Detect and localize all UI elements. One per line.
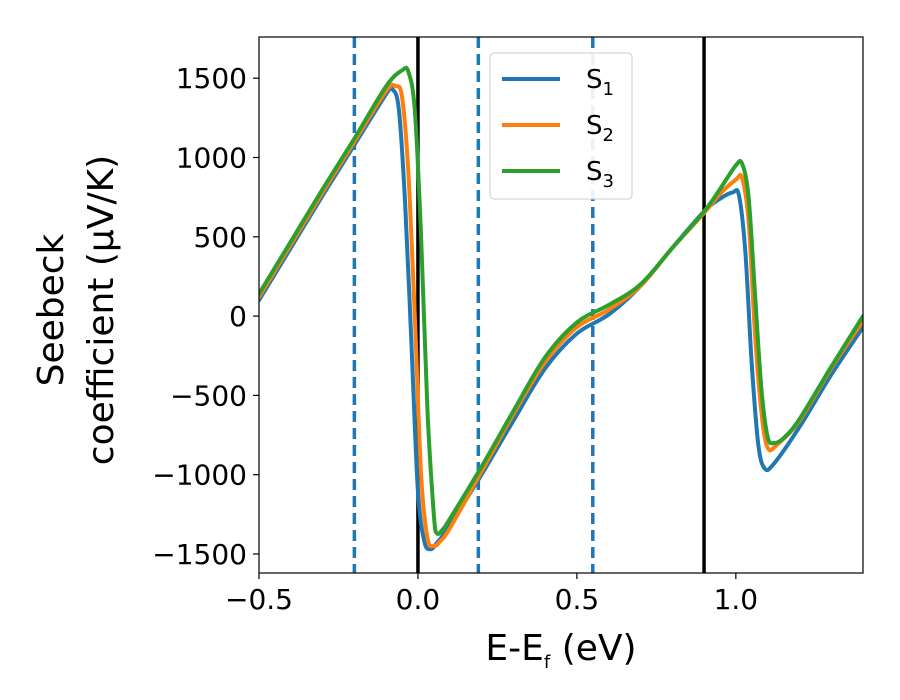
legend: S1 S2 S3 [489, 52, 633, 200]
series-line-s2 [259, 82, 863, 549]
x-tick-label: −0.5 [225, 583, 293, 616]
series-line-s3 [259, 65, 863, 536]
legend-box [489, 52, 633, 200]
plot-content [259, 37, 863, 573]
x-tick-label: 0.0 [396, 583, 441, 616]
plot-frame [258, 36, 864, 574]
y-axis-label: Seebeck coefficient (μV/K) [31, 155, 122, 465]
legend-label-s1: S1 [586, 65, 614, 100]
y-tick-label: 1000 [176, 142, 247, 175]
y-tick-label: 500 [194, 221, 247, 254]
x-tick-label: 0.5 [555, 583, 600, 616]
plot-area [259, 37, 863, 573]
y-axis-label-line2: coefficient (μV/K) [81, 155, 122, 465]
y-tick-label: −1000 [152, 459, 247, 492]
y-tick-label: −500 [170, 379, 247, 412]
x-axis-label: E-Ef (eV) [485, 628, 636, 673]
axis-ticks: −0.5 0.0 0.5 1.0 −1500 −1000 −500 0 500 1000 1500 [152, 62, 758, 616]
y-tick-label: −1500 [152, 538, 247, 571]
y-tick-label: 0 [229, 300, 247, 333]
legend-label-s2: S2 [586, 111, 614, 146]
y-axis-label-line1: Seebeck [31, 233, 72, 386]
x-tick-label: 1.0 [714, 583, 759, 616]
legend-label-s3: S3 [586, 157, 614, 192]
series-line-s1 [259, 85, 863, 552]
y-tick-label: 1500 [176, 62, 247, 95]
